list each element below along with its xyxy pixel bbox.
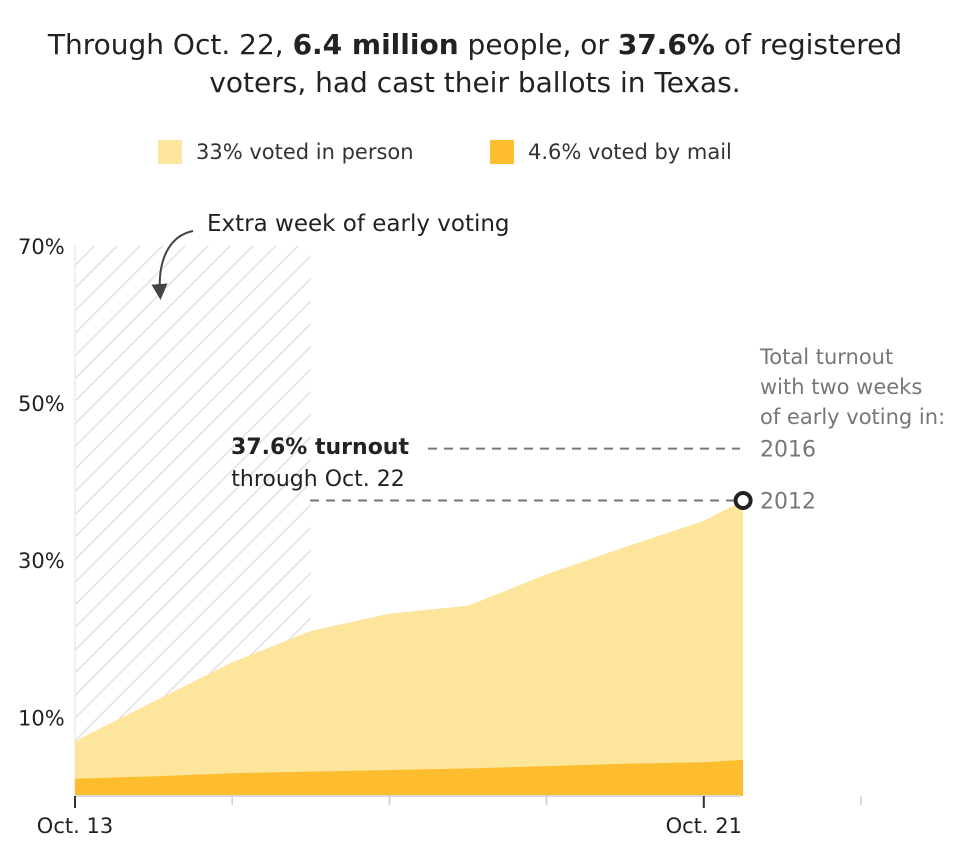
y-tick-label: 10%: [18, 706, 65, 730]
turnout-annotation-sub: through Oct. 22: [231, 467, 404, 492]
y-axis-labels: 10% 30% 50% 70%: [18, 235, 65, 731]
legend-swatch-by-mail: [490, 140, 514, 164]
title-bold-count: 6.4 million: [292, 28, 459, 61]
extra-week-arrow: [151, 230, 194, 300]
title-line-1: Through Oct. 22, 6.4 million people, or …: [0, 26, 950, 64]
legend-item-by-mail: 4.6% voted by mail: [490, 140, 732, 164]
extra-week-annotation: Extra week of early voting: [207, 211, 510, 237]
y-tick-label: 50%: [18, 392, 65, 416]
title-post: of registered: [714, 28, 903, 61]
legend-item-in-person: 33% voted in person: [158, 140, 414, 164]
title-bold-percent: 37.6%: [617, 28, 715, 61]
series-area-by-mail: [75, 759, 744, 796]
turnout-annotation-bold: 37.6% turnout: [231, 435, 409, 460]
title-line-2: voters, had cast their ballots in Texas.: [209, 66, 741, 99]
reference-heading-line-2: with two weeks: [760, 375, 922, 399]
x-axis-ticks: [74, 796, 862, 808]
reference-label-2012: 2012: [760, 489, 816, 514]
reference-heading: Total turnout with two weeks of early vo…: [759, 345, 945, 429]
y-tick-label: 70%: [18, 235, 65, 259]
legend-label-in-person: 33% voted in person: [196, 140, 414, 164]
legend-swatch-in-person: [158, 140, 182, 164]
legend-label-by-mail: 4.6% voted by mail: [528, 140, 732, 164]
title-mid: people, or: [458, 28, 618, 61]
chart-title: Through Oct. 22, 6.4 million people, or …: [0, 26, 950, 102]
legend: 33% voted in person 4.6% voted by mail: [0, 140, 960, 172]
reference-lines: 2016 2012: [310, 438, 816, 514]
y-tick-label: 30%: [18, 549, 65, 573]
reference-heading-line-3: of early voting in:: [760, 405, 945, 429]
reference-heading-line-1: Total turnout: [759, 345, 893, 369]
series-area-in-person: [75, 500, 744, 796]
endpoint-marker: [733, 490, 753, 510]
x-tick-label: Oct. 13: [37, 814, 113, 838]
title-pre: Through Oct. 22,: [47, 28, 293, 61]
reference-label-2016: 2016: [760, 438, 816, 463]
x-tick-label: Oct. 21: [666, 814, 742, 838]
